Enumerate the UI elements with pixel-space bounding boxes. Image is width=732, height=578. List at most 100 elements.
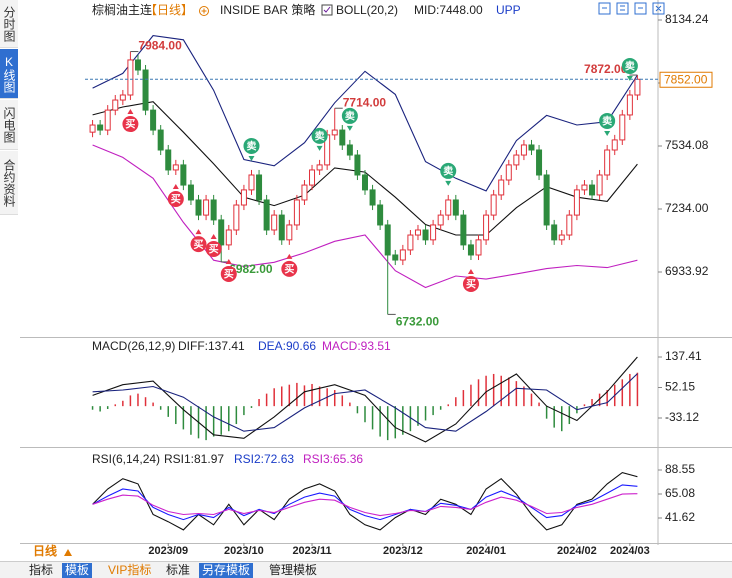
- x-tick-label: 2023/11: [292, 545, 331, 557]
- checkbox-mark: [323, 6, 331, 13]
- candle-body: [520, 144, 527, 156]
- period-arrow[interactable]: [64, 549, 72, 556]
- sell-arrow: [626, 75, 633, 81]
- candle-body: [97, 124, 104, 131]
- icon[interactable]: [652, 2, 665, 15]
- candle-body: [248, 174, 255, 191]
- side-tab[interactable]: K线图: [0, 49, 18, 99]
- candle-body: [414, 229, 421, 236]
- toolbar-button[interactable]: VIP指标: [108, 563, 152, 577]
- candle-body: [346, 144, 353, 156]
- candle-body: [354, 154, 361, 176]
- candle-body: [331, 129, 338, 136]
- side-tab[interactable]: 合约资料: [0, 151, 18, 215]
- buy-signal-label: 买: [125, 119, 135, 131]
- x-tick-label: 2023/10: [224, 545, 264, 557]
- side-tab[interactable]: 分时图: [0, 0, 18, 48]
- candle-body: [407, 234, 414, 251]
- last-price-label: 7852.00: [664, 72, 708, 86]
- candle-body: [233, 204, 240, 231]
- candle-body: [301, 184, 308, 201]
- candle-body: [505, 164, 512, 181]
- period-label[interactable]: 日线: [33, 543, 57, 558]
- candle-body: [573, 189, 580, 216]
- candle-body: [278, 214, 285, 241]
- buy-signal-label: 买: [171, 194, 181, 206]
- candle-body: [256, 174, 263, 201]
- icon[interactable]: [634, 2, 647, 15]
- buy-arrow: [225, 258, 232, 264]
- indicator-line: [92, 484, 638, 521]
- candle-body: [157, 129, 164, 151]
- icon[interactable]: [616, 2, 629, 15]
- add-icon[interactable]: [199, 6, 209, 16]
- icon[interactable]: [598, 2, 611, 15]
- candle-body: [392, 254, 399, 261]
- sell-arrow: [445, 180, 452, 186]
- buy-signal-label: 买: [194, 239, 204, 251]
- y-tick-label: 6933.92: [665, 264, 709, 278]
- candle-body: [150, 109, 157, 131]
- candle-body: [180, 164, 187, 186]
- candle-body: [483, 214, 490, 241]
- candle-body: [127, 59, 134, 96]
- candle-body: [195, 199, 202, 216]
- x-tick-label: 2024/01: [466, 545, 506, 557]
- candle-body: [286, 224, 293, 241]
- candle-body: [172, 164, 179, 171]
- legend-item: MACD:93.51: [322, 339, 391, 353]
- side-tab[interactable]: 闪电图: [0, 100, 18, 150]
- buy-signal-label: 买: [209, 244, 219, 256]
- candle-body: [187, 184, 194, 201]
- x-tick-label: 2023/12: [383, 545, 423, 557]
- y-tick-label: 52.15: [665, 380, 695, 394]
- toolbar-button[interactable]: 管理模板: [269, 563, 318, 577]
- y-tick-label: -33.12: [665, 410, 699, 424]
- candle-body: [611, 139, 618, 151]
- candle-body: [475, 239, 482, 256]
- legend-item: DIFF:137.41: [178, 339, 245, 353]
- candle-body: [263, 199, 270, 231]
- sell-signal-label: 卖: [315, 130, 325, 143]
- boll-line: [92, 35, 638, 192]
- toolbar-button[interactable]: 指标: [29, 563, 54, 577]
- sell-signal: [599, 112, 616, 129]
- window-icons[interactable]: [598, 2, 665, 15]
- buy-signal: [167, 190, 184, 207]
- candle-body: [467, 244, 474, 256]
- toolbar-button[interactable]: 另存模板: [199, 563, 254, 578]
- candle-body: [626, 94, 633, 116]
- y-tick-label: 7534.08: [665, 138, 709, 152]
- buy-arrow: [286, 253, 293, 259]
- sell-signal: [440, 162, 457, 179]
- candle-body: [498, 179, 505, 196]
- buy-signal: [122, 116, 139, 133]
- legend-item: UPP: [496, 3, 521, 17]
- candle-body: [422, 229, 429, 241]
- candle-body: [604, 149, 611, 176]
- legend-item: DEA:90.66: [258, 339, 316, 353]
- legend-item: MID:7448.00: [414, 3, 483, 17]
- buy-signal: [205, 240, 222, 257]
- candle-body: [218, 219, 225, 246]
- y-tick-label: 41.62: [665, 510, 695, 524]
- candle-body: [89, 124, 96, 133]
- sell-signal-label: 卖: [345, 110, 355, 123]
- toolbar-button[interactable]: 模板: [62, 563, 93, 578]
- toolbar-button[interactable]: 标准: [166, 563, 191, 577]
- buy-arrow: [467, 269, 474, 275]
- y-tick-label: 8134.24: [665, 12, 709, 26]
- buy-signal-label: 买: [466, 279, 476, 291]
- icon-glyph: [602, 5, 662, 12]
- candle-body: [104, 109, 111, 131]
- candle-body: [596, 174, 603, 196]
- buy-signal: [190, 236, 207, 253]
- legend-item: BOLL(20,2): [336, 3, 398, 17]
- buy-arrow: [210, 233, 217, 239]
- candle-body: [119, 94, 126, 101]
- buy-arrow: [127, 109, 134, 115]
- candle-body: [316, 164, 323, 171]
- annotation-label: 6732.00: [396, 315, 440, 329]
- x-tick-label: 2024/03: [610, 545, 650, 557]
